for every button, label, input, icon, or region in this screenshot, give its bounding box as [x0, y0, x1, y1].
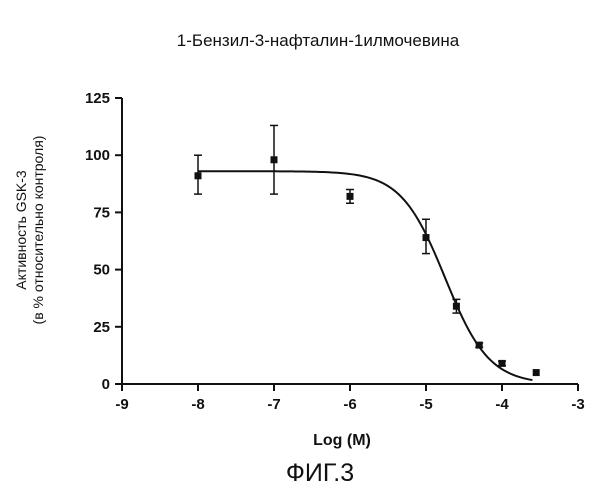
- data-points: [194, 124, 540, 377]
- data-point-marker: [270, 156, 278, 164]
- data-point-marker: [422, 234, 430, 242]
- y-tick-label: 50: [93, 262, 110, 279]
- x-tick-label: -6: [343, 396, 356, 413]
- x-tick-label: -3: [571, 396, 584, 413]
- y-tick-label: 25: [93, 319, 110, 336]
- data-point-marker: [532, 369, 540, 377]
- y-axis-title-line1: Активность GSK-3: [13, 170, 29, 290]
- x-axis-ticks: -9 -8 -7 -6 -5 -4 -3: [115, 384, 585, 413]
- data-point-marker: [498, 359, 506, 367]
- data-point: [475, 341, 484, 349]
- data-point-marker: [346, 192, 354, 200]
- y-tick-label: 75: [93, 204, 110, 221]
- data-point: [532, 369, 540, 377]
- x-tick-label: -9: [115, 396, 128, 413]
- data-point-marker: [194, 172, 202, 180]
- y-axis-title: Активность GSK-3 (в % относительно контр…: [13, 136, 46, 325]
- y-tick-label: 0: [102, 376, 110, 393]
- y-tick-label: 100: [85, 147, 110, 164]
- chart-title: 1-Бензил-3-нафталин-1илмочевина: [177, 31, 460, 50]
- fit-curve: [198, 170, 533, 382]
- data-point: [194, 154, 202, 195]
- x-axis-title: Log (M): [313, 432, 371, 449]
- x-tick-label: -7: [267, 396, 280, 413]
- y-tick-label: 125: [85, 90, 110, 107]
- data-point-marker: [475, 341, 483, 349]
- y-axis-ticks: 0 25 50 75 100 125: [85, 90, 122, 393]
- x-tick-label: -8: [191, 396, 204, 413]
- figure-label: ФИГ.3: [286, 459, 354, 487]
- data-point: [422, 218, 430, 255]
- x-tick-label: -4: [495, 396, 509, 413]
- y-axis-title-line2: (в % относительно контроля): [30, 136, 46, 325]
- data-point: [346, 188, 354, 204]
- data-point: [498, 359, 506, 367]
- x-tick-label: -5: [419, 396, 432, 413]
- data-point-marker: [452, 302, 460, 310]
- data-point: [452, 298, 461, 314]
- data-point: [270, 124, 278, 195]
